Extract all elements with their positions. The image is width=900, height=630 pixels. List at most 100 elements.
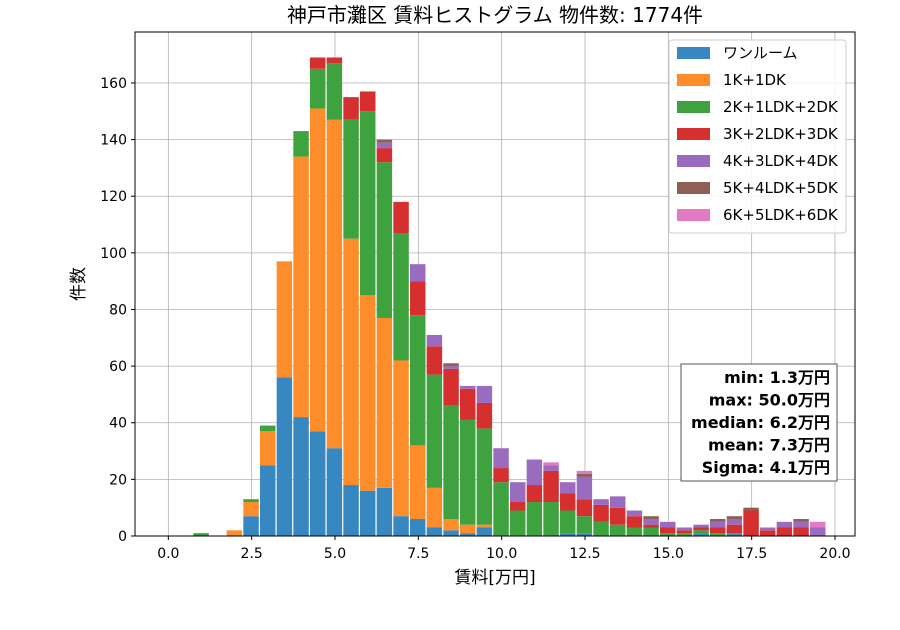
legend-label: 2K+1LDK+2DK	[723, 98, 839, 116]
bar-segment	[493, 448, 509, 469]
bar-segment	[360, 91, 376, 112]
bar-segment	[776, 527, 793, 536]
bar-segment	[376, 317, 393, 488]
bar-segment	[410, 281, 426, 316]
bar-segment	[676, 527, 693, 531]
bar-segment	[443, 366, 459, 369]
bar-segment	[726, 524, 743, 534]
bar-segment	[260, 431, 276, 466]
bar-segment	[443, 530, 459, 536]
bar-segment	[610, 524, 626, 536]
chart-title: 神戸市灘区 賃料ヒストグラム 物件数: 1774件	[287, 3, 703, 27]
bar-segment	[326, 448, 343, 536]
bar-segment	[543, 465, 559, 471]
bar-segment	[493, 468, 509, 483]
bar-segment	[676, 530, 693, 534]
bar-segment	[293, 417, 309, 536]
bar-segment	[376, 142, 393, 149]
legend-label: 6K+5LDK+6DK	[723, 206, 839, 224]
bar-segment	[376, 148, 393, 163]
y-tick-label: 120	[100, 189, 127, 205]
bar-segment	[510, 510, 526, 536]
bar-segment	[543, 502, 559, 536]
y-tick-label: 80	[109, 302, 127, 318]
bar-segment	[626, 510, 643, 517]
bar-segment	[360, 490, 376, 536]
x-tick-label: 7.5	[407, 546, 429, 562]
legend-swatch	[677, 74, 710, 86]
bar-segment	[343, 238, 359, 486]
bar-segment	[610, 496, 626, 508]
stats-frame	[680, 363, 838, 482]
bar-segment	[193, 533, 209, 536]
bar-segment	[660, 521, 676, 528]
stats-line: median: 6.2万円	[691, 413, 830, 432]
bar-segment	[410, 264, 426, 282]
bar-segment	[426, 334, 443, 347]
bar-segment	[310, 431, 326, 536]
bar-segment	[710, 521, 726, 528]
bar-segment	[410, 519, 426, 536]
stats-line: mean: 7.3万円	[708, 436, 830, 455]
bar-segment	[376, 139, 393, 143]
bar-segment	[443, 368, 459, 406]
stats-line: min: 1.3万円	[724, 368, 830, 387]
bar-segment	[660, 527, 676, 534]
bar-segment	[693, 524, 709, 528]
bar-segment	[443, 363, 459, 367]
bars	[193, 57, 826, 536]
bar-segment	[626, 527, 643, 536]
bar-segment	[576, 533, 593, 536]
y-tick-label: 40	[109, 416, 127, 432]
bar-segment	[693, 533, 709, 536]
bar-segment	[443, 519, 459, 531]
bar-segment	[676, 533, 693, 536]
bar-segment	[426, 487, 443, 528]
y-axis-label: 件数	[69, 267, 89, 301]
legend-swatch	[677, 128, 710, 140]
bar-segment	[276, 377, 293, 536]
x-tick-label: 2.5	[241, 546, 263, 562]
bar-segment	[726, 516, 743, 520]
legend-swatch	[677, 47, 710, 59]
bar-segment	[576, 476, 593, 500]
bar-segment	[293, 131, 309, 157]
x-tick-label: 20.0	[819, 546, 850, 562]
bar-segment	[776, 521, 793, 528]
x-tick-label: 5.0	[324, 546, 346, 562]
bar-segment	[460, 533, 476, 536]
bar-segment	[360, 111, 376, 296]
legend-label: 1K+1DK	[723, 71, 787, 89]
bar-segment	[343, 485, 359, 536]
bar-segment	[643, 519, 659, 525]
x-axis-label: 賃料[万円]	[454, 568, 535, 588]
bar-segment	[343, 119, 359, 239]
x-tick-label: 15.0	[653, 546, 684, 562]
bar-segment	[543, 470, 559, 503]
bar-segment	[576, 473, 593, 477]
y-tick-label: 0	[118, 529, 127, 545]
bar-segment	[260, 465, 276, 536]
stats-line: Sigma: 4.1万円	[702, 458, 830, 477]
bar-segment	[376, 487, 393, 536]
bar-segment	[743, 507, 759, 511]
bar-segment	[760, 530, 776, 536]
bar-segment	[726, 533, 743, 536]
bar-segment	[660, 533, 676, 536]
bar-segment	[393, 516, 409, 536]
bar-segment	[710, 527, 726, 534]
bar-segment	[293, 156, 309, 418]
bar-segment	[560, 482, 576, 494]
ticks: 0.0 2.5 5.0 7.5 10.0 12.5 15.0 17.5 20.0 0 20 40 60 8…	[100, 76, 850, 562]
bar-segment	[560, 493, 576, 511]
legend-label: 4K+3LDK+4DK	[723, 152, 839, 170]
legend-swatch	[677, 182, 710, 194]
bar-segment	[593, 504, 609, 522]
bar-segment	[426, 346, 443, 375]
bar-segment	[343, 97, 359, 120]
bar-segment	[593, 499, 609, 505]
y-tick-label: 160	[100, 76, 127, 92]
bar-segment	[476, 402, 493, 429]
bar-segment	[443, 405, 459, 520]
bar-segment	[576, 516, 593, 534]
